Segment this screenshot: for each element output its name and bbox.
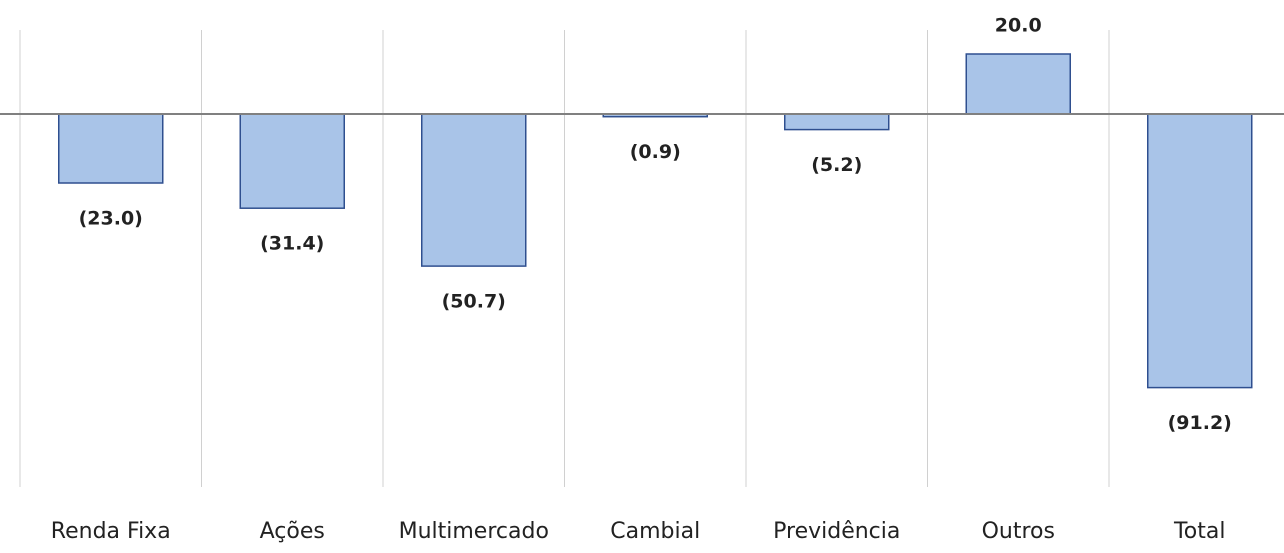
x-tick-label: Multimercado [399,519,549,544]
value-label: (31.4) [260,233,324,255]
bar [965,53,1071,115]
x-tick-label: Ações [260,519,325,544]
value-label: 20.0 [995,15,1042,37]
value-label: (23.0) [79,208,143,230]
bar [239,113,345,209]
value-label: (91.2) [1168,412,1232,434]
x-tick-label: Total [1173,519,1225,544]
x-tick-label: Cambial [610,519,700,544]
bar [421,113,527,267]
bar [1147,113,1253,389]
x-tick-label: Outros [982,519,1055,544]
bar [784,113,890,131]
bar [58,113,164,184]
value-label: (5.2) [811,154,862,176]
value-label: (50.7) [442,291,506,313]
x-tick-label: Previdência [773,519,900,544]
value-label: (0.9) [630,141,681,163]
x-tick-label: Renda Fixa [51,519,171,544]
